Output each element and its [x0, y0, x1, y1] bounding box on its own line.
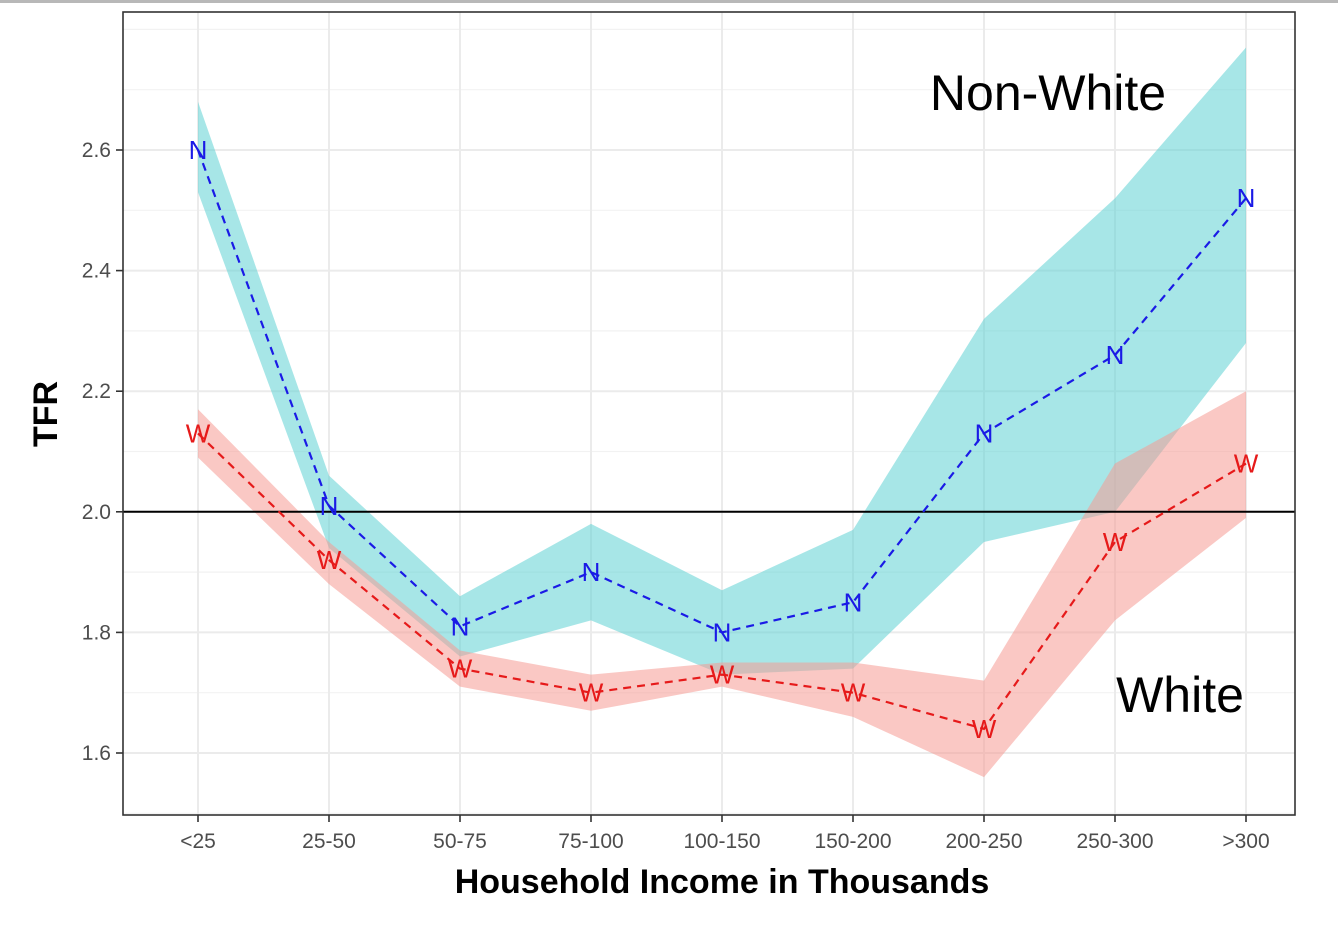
marker-white-0: W [186, 418, 211, 448]
band-white [198, 391, 1246, 778]
y-tick-label-0: 1.6 [82, 742, 111, 765]
marker-white-3: W [579, 678, 604, 708]
series-label-white: White [1116, 667, 1244, 723]
marker-white-4: W [710, 660, 735, 690]
y-tick-label-3: 2.2 [82, 380, 111, 403]
y-tick-label-2: 2.0 [82, 501, 111, 524]
y-axis-title: TFR [27, 381, 65, 447]
y-tick-label-4: 2.4 [82, 260, 112, 283]
marker-non-white-3: N [582, 557, 601, 587]
marker-non-white-2: N [451, 611, 470, 641]
confidence-bands [198, 47, 1246, 778]
line-non-white [196, 149, 1247, 634]
marker-non-white-0: N [189, 135, 208, 165]
top-border [0, 0, 1338, 3]
x-tick-label-8: >300 [1222, 830, 1269, 853]
marker-non-white-5: N [844, 587, 863, 617]
x-tick-label-5: 150-200 [814, 830, 891, 853]
series-lines [196, 149, 1247, 731]
x-tick-label-3: 75-100 [558, 830, 623, 853]
x-tick-label-4: 100-150 [683, 830, 760, 853]
x-axis: <25 25-50 50-75 75-100 100-150 150-200 200-250… [180, 815, 1270, 853]
marker-white-2: W [448, 654, 473, 684]
marker-non-white-4: N [713, 617, 732, 647]
x-tick-label-0: <25 [180, 830, 216, 853]
x-tick-label-7: 250-300 [1076, 830, 1153, 853]
x-tick-label-2: 50-75 [433, 830, 487, 853]
marker-white-1: W [317, 545, 342, 575]
y-tick-label-5: 2.6 [82, 139, 111, 162]
marker-white-8: W [1234, 449, 1259, 479]
line-white [197, 432, 1247, 731]
panel-border [122, 11, 1296, 816]
y-tick-label-1: 1.8 [82, 621, 111, 644]
marker-non-white-8: N [1237, 183, 1256, 213]
x-tick-label-1: 25-50 [302, 830, 356, 853]
x-tick-label-6: 200-250 [945, 830, 1022, 853]
marker-white-6: W [972, 714, 997, 744]
marker-non-white-6: N [975, 418, 994, 448]
marker-white-5: W [841, 678, 866, 708]
series-label-nonwhite: Non-White [930, 65, 1166, 121]
y-axis: 1.6 1.8 2.0 2.2 2.4 2.6 [82, 139, 123, 765]
marker-non-white-7: N [1106, 340, 1125, 370]
band-non-white [198, 47, 1246, 675]
marker-white-7: W [1103, 527, 1128, 557]
x-axis-title: Household Income in Thousands [455, 863, 990, 901]
marker-non-white-1: N [320, 491, 339, 521]
